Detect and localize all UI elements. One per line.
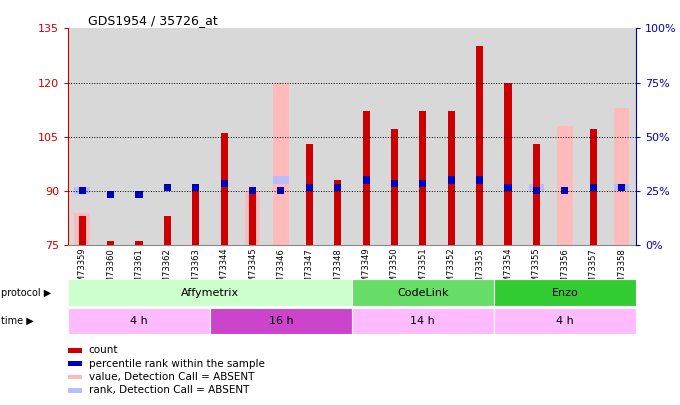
Text: Enzo: Enzo (551, 288, 578, 298)
Bar (505, 183, 511, 191)
Text: count: count (88, 345, 118, 355)
Bar (306, 183, 313, 191)
Bar (324, 28, 352, 245)
Bar (97, 28, 124, 245)
Bar (557, 126, 573, 245)
Bar (74, 187, 90, 194)
Bar (79, 216, 86, 245)
Bar (220, 180, 228, 187)
Bar (249, 191, 256, 245)
Bar (533, 144, 540, 245)
Bar (295, 28, 324, 245)
Bar (182, 28, 210, 245)
Bar (362, 111, 370, 245)
Bar (614, 108, 630, 245)
Bar (494, 279, 636, 306)
Bar (447, 177, 455, 183)
Bar (135, 241, 143, 245)
Bar (210, 308, 352, 334)
Bar (476, 177, 483, 183)
Bar (352, 279, 494, 306)
Bar (68, 308, 210, 334)
Bar (267, 28, 295, 245)
Bar (533, 187, 540, 194)
Bar (476, 47, 483, 245)
Bar (210, 28, 238, 245)
Text: time ▶: time ▶ (1, 316, 33, 326)
Text: value, Detection Call = ABSENT: value, Detection Call = ABSENT (88, 372, 254, 382)
Bar (135, 191, 143, 198)
Bar (420, 180, 426, 187)
Bar (245, 191, 260, 245)
Bar (494, 308, 636, 334)
Bar (153, 28, 182, 245)
Bar (68, 28, 97, 245)
Bar (561, 187, 568, 194)
Bar (352, 308, 494, 334)
Bar (192, 183, 199, 191)
Bar (220, 133, 228, 245)
Bar (334, 180, 341, 245)
Text: rank, Detection Call = ABSENT: rank, Detection Call = ABSENT (88, 386, 249, 395)
Text: GDS1954 / 35726_at: GDS1954 / 35726_at (88, 14, 218, 27)
Bar (249, 187, 256, 194)
Bar (494, 28, 522, 245)
Text: Affymetrix: Affymetrix (181, 288, 239, 298)
Bar (391, 130, 398, 245)
Bar (380, 28, 409, 245)
Bar (590, 183, 597, 191)
Text: protocol ▶: protocol ▶ (1, 288, 51, 298)
Bar (465, 28, 494, 245)
Bar (79, 187, 86, 194)
Text: 16 h: 16 h (269, 316, 293, 326)
Bar (68, 279, 352, 306)
Bar (614, 183, 630, 191)
Bar (352, 28, 380, 245)
Bar (391, 180, 398, 187)
Bar (618, 183, 625, 191)
Bar (334, 183, 341, 191)
Bar (192, 187, 199, 245)
Text: 4 h: 4 h (556, 316, 574, 326)
Bar (607, 28, 636, 245)
Bar (522, 28, 551, 245)
Bar (107, 191, 114, 198)
Bar (505, 83, 511, 245)
Text: CodeLink: CodeLink (397, 288, 449, 298)
Bar (420, 111, 426, 245)
Bar (238, 28, 267, 245)
Text: 4 h: 4 h (130, 316, 148, 326)
Bar (590, 130, 597, 245)
Text: 14 h: 14 h (411, 316, 435, 326)
Bar (107, 241, 114, 245)
Bar (74, 213, 90, 245)
Bar (273, 177, 289, 183)
Bar (528, 183, 544, 191)
Bar (306, 144, 313, 245)
Bar (362, 177, 370, 183)
Bar (125, 28, 153, 245)
Bar (409, 28, 437, 245)
Text: percentile rank within the sample: percentile rank within the sample (88, 359, 265, 369)
Bar (579, 28, 607, 245)
Bar (551, 28, 579, 245)
Bar (164, 216, 171, 245)
Bar (273, 83, 289, 245)
Bar (277, 187, 284, 194)
Bar (164, 183, 171, 191)
Bar (437, 28, 465, 245)
Bar (447, 111, 455, 245)
